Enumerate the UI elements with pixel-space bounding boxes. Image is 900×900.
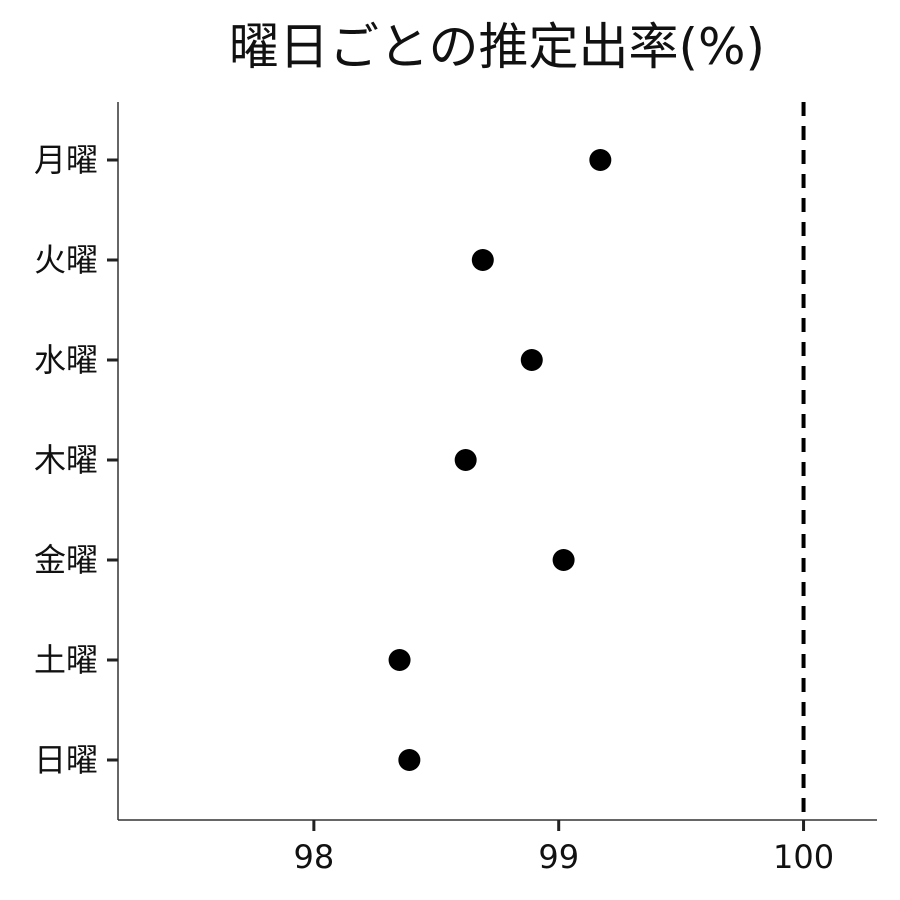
- x-tick-label: 98: [294, 838, 335, 876]
- data-point: [520, 349, 543, 371]
- x-tick-label: 99: [538, 838, 579, 876]
- x-tick-label: 100: [773, 838, 834, 876]
- data-point: [454, 449, 477, 471]
- y-tick-label: 木曜: [34, 441, 98, 479]
- y-tick-label: 金曜: [34, 541, 98, 579]
- y-tick-label: 水曜: [34, 341, 98, 379]
- y-tick-label: 日曜: [34, 741, 98, 779]
- chart-title: 曜日ごとの推定出率(%): [229, 18, 765, 76]
- y-tick-label: 土曜: [34, 641, 98, 679]
- x-axis-ticks: 98 99 100: [294, 820, 834, 876]
- y-tick-label: 月曜: [34, 141, 98, 179]
- data-point: [589, 149, 612, 171]
- data-point: [398, 749, 421, 771]
- data-points: [388, 149, 612, 771]
- data-point: [552, 549, 575, 571]
- data-point: [471, 249, 494, 271]
- data-point: [388, 649, 411, 671]
- y-tick-label: 火曜: [34, 241, 98, 279]
